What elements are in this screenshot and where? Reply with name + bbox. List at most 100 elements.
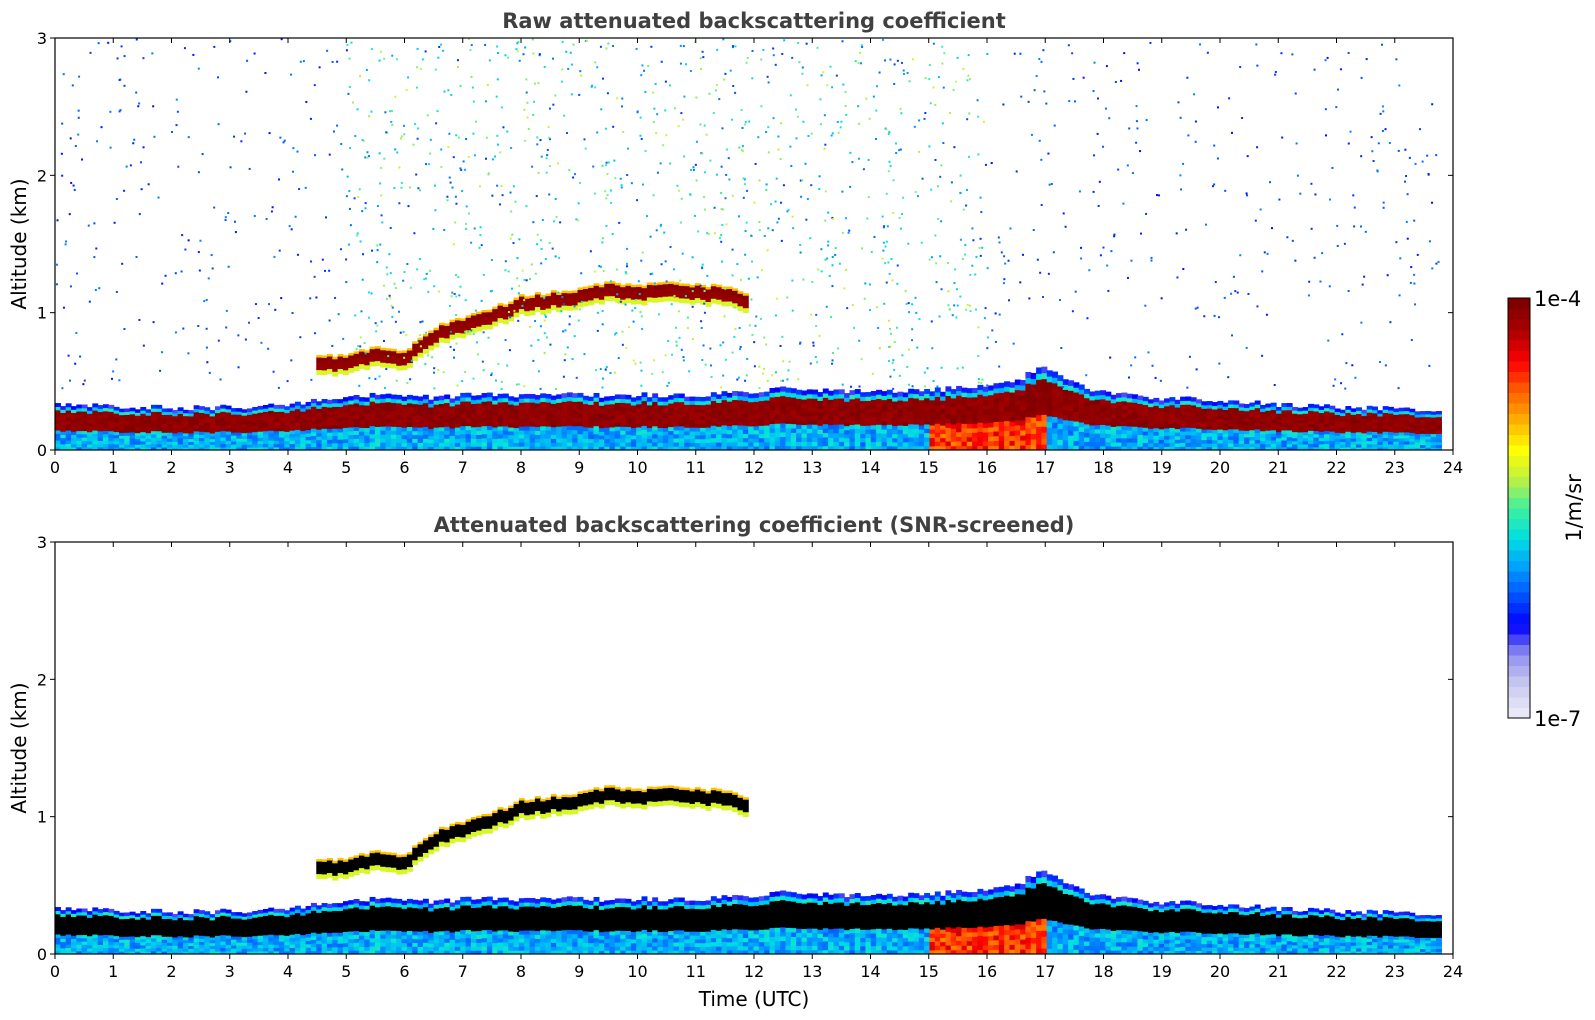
heatmap-cell — [1281, 436, 1288, 441]
heatmap-cell — [540, 429, 547, 435]
heatmap-cell — [1249, 402, 1256, 407]
noise-speck — [733, 306, 736, 309]
heatmap-cell — [1190, 404, 1197, 410]
noise-speck — [380, 214, 383, 217]
heatmap-cell — [908, 432, 915, 438]
heatmap-cell — [161, 423, 168, 427]
heatmap-cell — [417, 396, 424, 401]
heatmap-cell — [438, 438, 445, 443]
noise-speck — [708, 232, 711, 235]
noise-speck — [758, 365, 761, 368]
heatmap-cell — [1116, 409, 1123, 415]
heatmap-cell — [374, 352, 381, 362]
heatmap-cell — [428, 428, 435, 433]
heatmap-cell — [81, 420, 88, 425]
noise-speck — [706, 274, 709, 277]
noise-speck — [929, 102, 932, 105]
heatmap-cell — [1324, 427, 1330, 432]
heatmap-cell — [1025, 371, 1032, 379]
heatmap-cell — [625, 297, 632, 304]
heatmap-cell — [646, 427, 653, 432]
heatmap-cell — [284, 434, 291, 439]
heatmap-cell — [1324, 436, 1330, 441]
heatmap-cell — [316, 408, 323, 413]
heatmap-cell — [812, 419, 819, 425]
heatmap-cell — [124, 438, 131, 442]
heatmap-cell — [161, 438, 168, 442]
heatmap-cell — [1078, 421, 1085, 428]
heatmap-cell — [188, 410, 195, 414]
noise-speck — [1324, 59, 1327, 62]
heatmap-cell — [716, 394, 723, 399]
heatmap-cell — [470, 395, 477, 401]
heatmap-cell — [593, 421, 600, 427]
heatmap-cell — [982, 404, 989, 410]
heatmap-cell — [908, 441, 915, 447]
heatmap-cell — [1345, 446, 1352, 450]
heatmap-cell — [844, 429, 851, 435]
heatmap-cell — [902, 445, 909, 450]
heatmap-cell — [742, 425, 749, 430]
heatmap-cell — [1398, 422, 1405, 427]
heatmap-cell — [156, 417, 163, 422]
noise-speck — [118, 110, 121, 113]
heatmap-cell — [1084, 441, 1091, 447]
heatmap-cell — [982, 431, 989, 438]
heatmap-cell — [145, 435, 152, 439]
heatmap-cell — [1286, 423, 1293, 428]
heatmap-cell — [1366, 440, 1373, 445]
heatmap-cell — [801, 420, 808, 426]
heatmap-cell — [652, 441, 659, 447]
heatmap-cell — [502, 318, 509, 325]
heatmap-cell — [897, 420, 904, 426]
heatmap-cell — [684, 404, 691, 409]
heatmap-cell — [801, 411, 808, 417]
heatmap-cell — [262, 440, 269, 445]
heatmap-cell — [668, 403, 675, 408]
heatmap-cell — [924, 397, 931, 403]
heatmap-cell — [374, 402, 381, 408]
heatmap-cell — [1142, 434, 1149, 440]
heatmap-cell — [566, 408, 573, 414]
heatmap-cell — [790, 419, 797, 425]
heatmap-cell — [865, 425, 872, 430]
heatmap-cell — [860, 416, 867, 422]
heatmap-cell — [257, 405, 264, 410]
heatmap-cell — [620, 434, 627, 439]
heatmap-cell — [870, 424, 877, 430]
heatmap-cell — [166, 417, 173, 421]
heatmap-cell — [593, 417, 600, 423]
heatmap-cell — [1249, 422, 1256, 427]
heatmap-cell — [988, 408, 995, 414]
heatmap-cell — [1180, 404, 1187, 409]
heatmap-cell — [518, 398, 525, 403]
heatmap-cell — [1180, 411, 1187, 417]
heatmap-cell — [1414, 419, 1421, 424]
heatmap-cell — [406, 362, 413, 368]
heatmap-cell — [60, 412, 67, 417]
heatmap-cell — [358, 363, 365, 369]
heatmap-cell — [1078, 426, 1085, 432]
noise-speck — [1032, 229, 1035, 232]
heatmap-cell — [1153, 416, 1160, 421]
heatmap-cell — [1148, 417, 1155, 422]
heatmap-cell — [652, 425, 659, 431]
heatmap-cell — [1004, 420, 1011, 427]
noise-speck — [267, 347, 270, 350]
heatmap-cell — [630, 446, 637, 450]
heatmap-cell — [1329, 437, 1336, 442]
heatmap-cell — [134, 409, 141, 413]
heatmap-cell — [268, 430, 275, 435]
heatmap-cell — [913, 436, 920, 442]
heatmap-cell — [1116, 393, 1123, 398]
heatmap-cell — [1014, 429, 1021, 436]
heatmap-cell — [182, 421, 189, 425]
heatmap-cell — [449, 405, 456, 411]
heatmap-cell — [822, 419, 829, 425]
heatmap-cell — [1404, 443, 1410, 448]
noise-speck — [560, 310, 563, 313]
noise-speck — [786, 296, 789, 299]
heatmap-cell — [1148, 406, 1155, 411]
heatmap-cell — [1393, 435, 1400, 439]
noise-speck — [659, 162, 662, 165]
